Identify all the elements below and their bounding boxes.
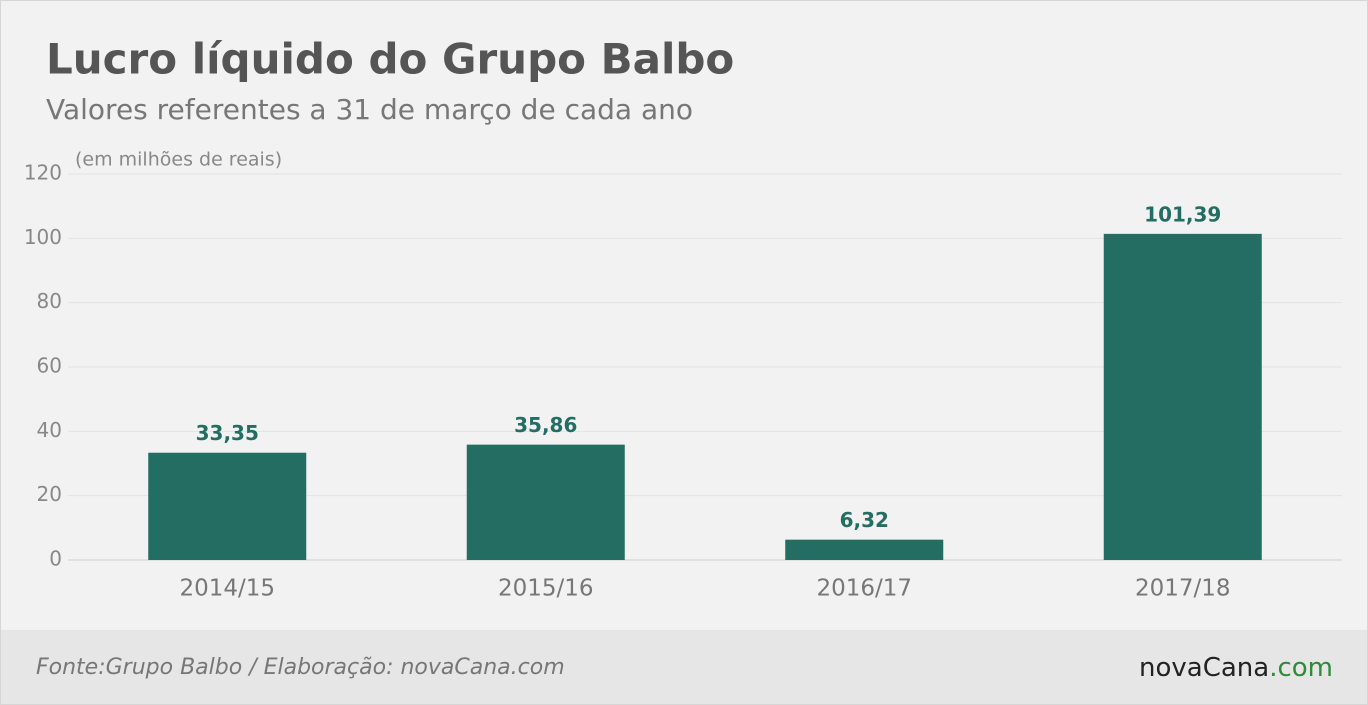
source: Fonte:Grupo Balbo / Elaboração: novaCana… bbox=[36, 655, 565, 680]
y-tick-label: 60 bbox=[37, 354, 62, 378]
x-tick-label: 2017/18 bbox=[1135, 576, 1231, 602]
y-tick-label: 100 bbox=[24, 225, 62, 249]
x-tick-label: 2014/15 bbox=[179, 576, 275, 602]
chart-subtitle: Valores referentes a 31 de março de cada… bbox=[46, 93, 693, 126]
value-label: 35,86 bbox=[514, 413, 577, 437]
y-tick-label: 20 bbox=[37, 482, 62, 506]
chart-title: Lucro líquido do Grupo Balbo bbox=[46, 35, 734, 84]
value-label: 33,35 bbox=[196, 421, 259, 445]
value-label: 6,32 bbox=[840, 508, 889, 532]
y-tick-label: 80 bbox=[37, 289, 62, 313]
bar bbox=[466, 444, 625, 560]
y-tick-label: 120 bbox=[24, 161, 62, 185]
x-tick-label: 2015/16 bbox=[498, 576, 594, 602]
x-tick-label: 2016/17 bbox=[816, 576, 912, 602]
y-tick-label: 0 bbox=[49, 547, 62, 571]
unit-label: (em milhões de reais) bbox=[75, 149, 282, 171]
value-label: 101,39 bbox=[1144, 202, 1221, 226]
y-tick-label: 40 bbox=[37, 418, 62, 442]
bar bbox=[148, 452, 307, 560]
logo: novaCana.com bbox=[1139, 653, 1333, 683]
logo-name: novaCana bbox=[1139, 653, 1269, 683]
bar bbox=[785, 539, 944, 560]
logo-suffix: .com bbox=[1269, 653, 1333, 683]
bar bbox=[1103, 233, 1262, 560]
footer-band bbox=[1, 630, 1367, 704]
